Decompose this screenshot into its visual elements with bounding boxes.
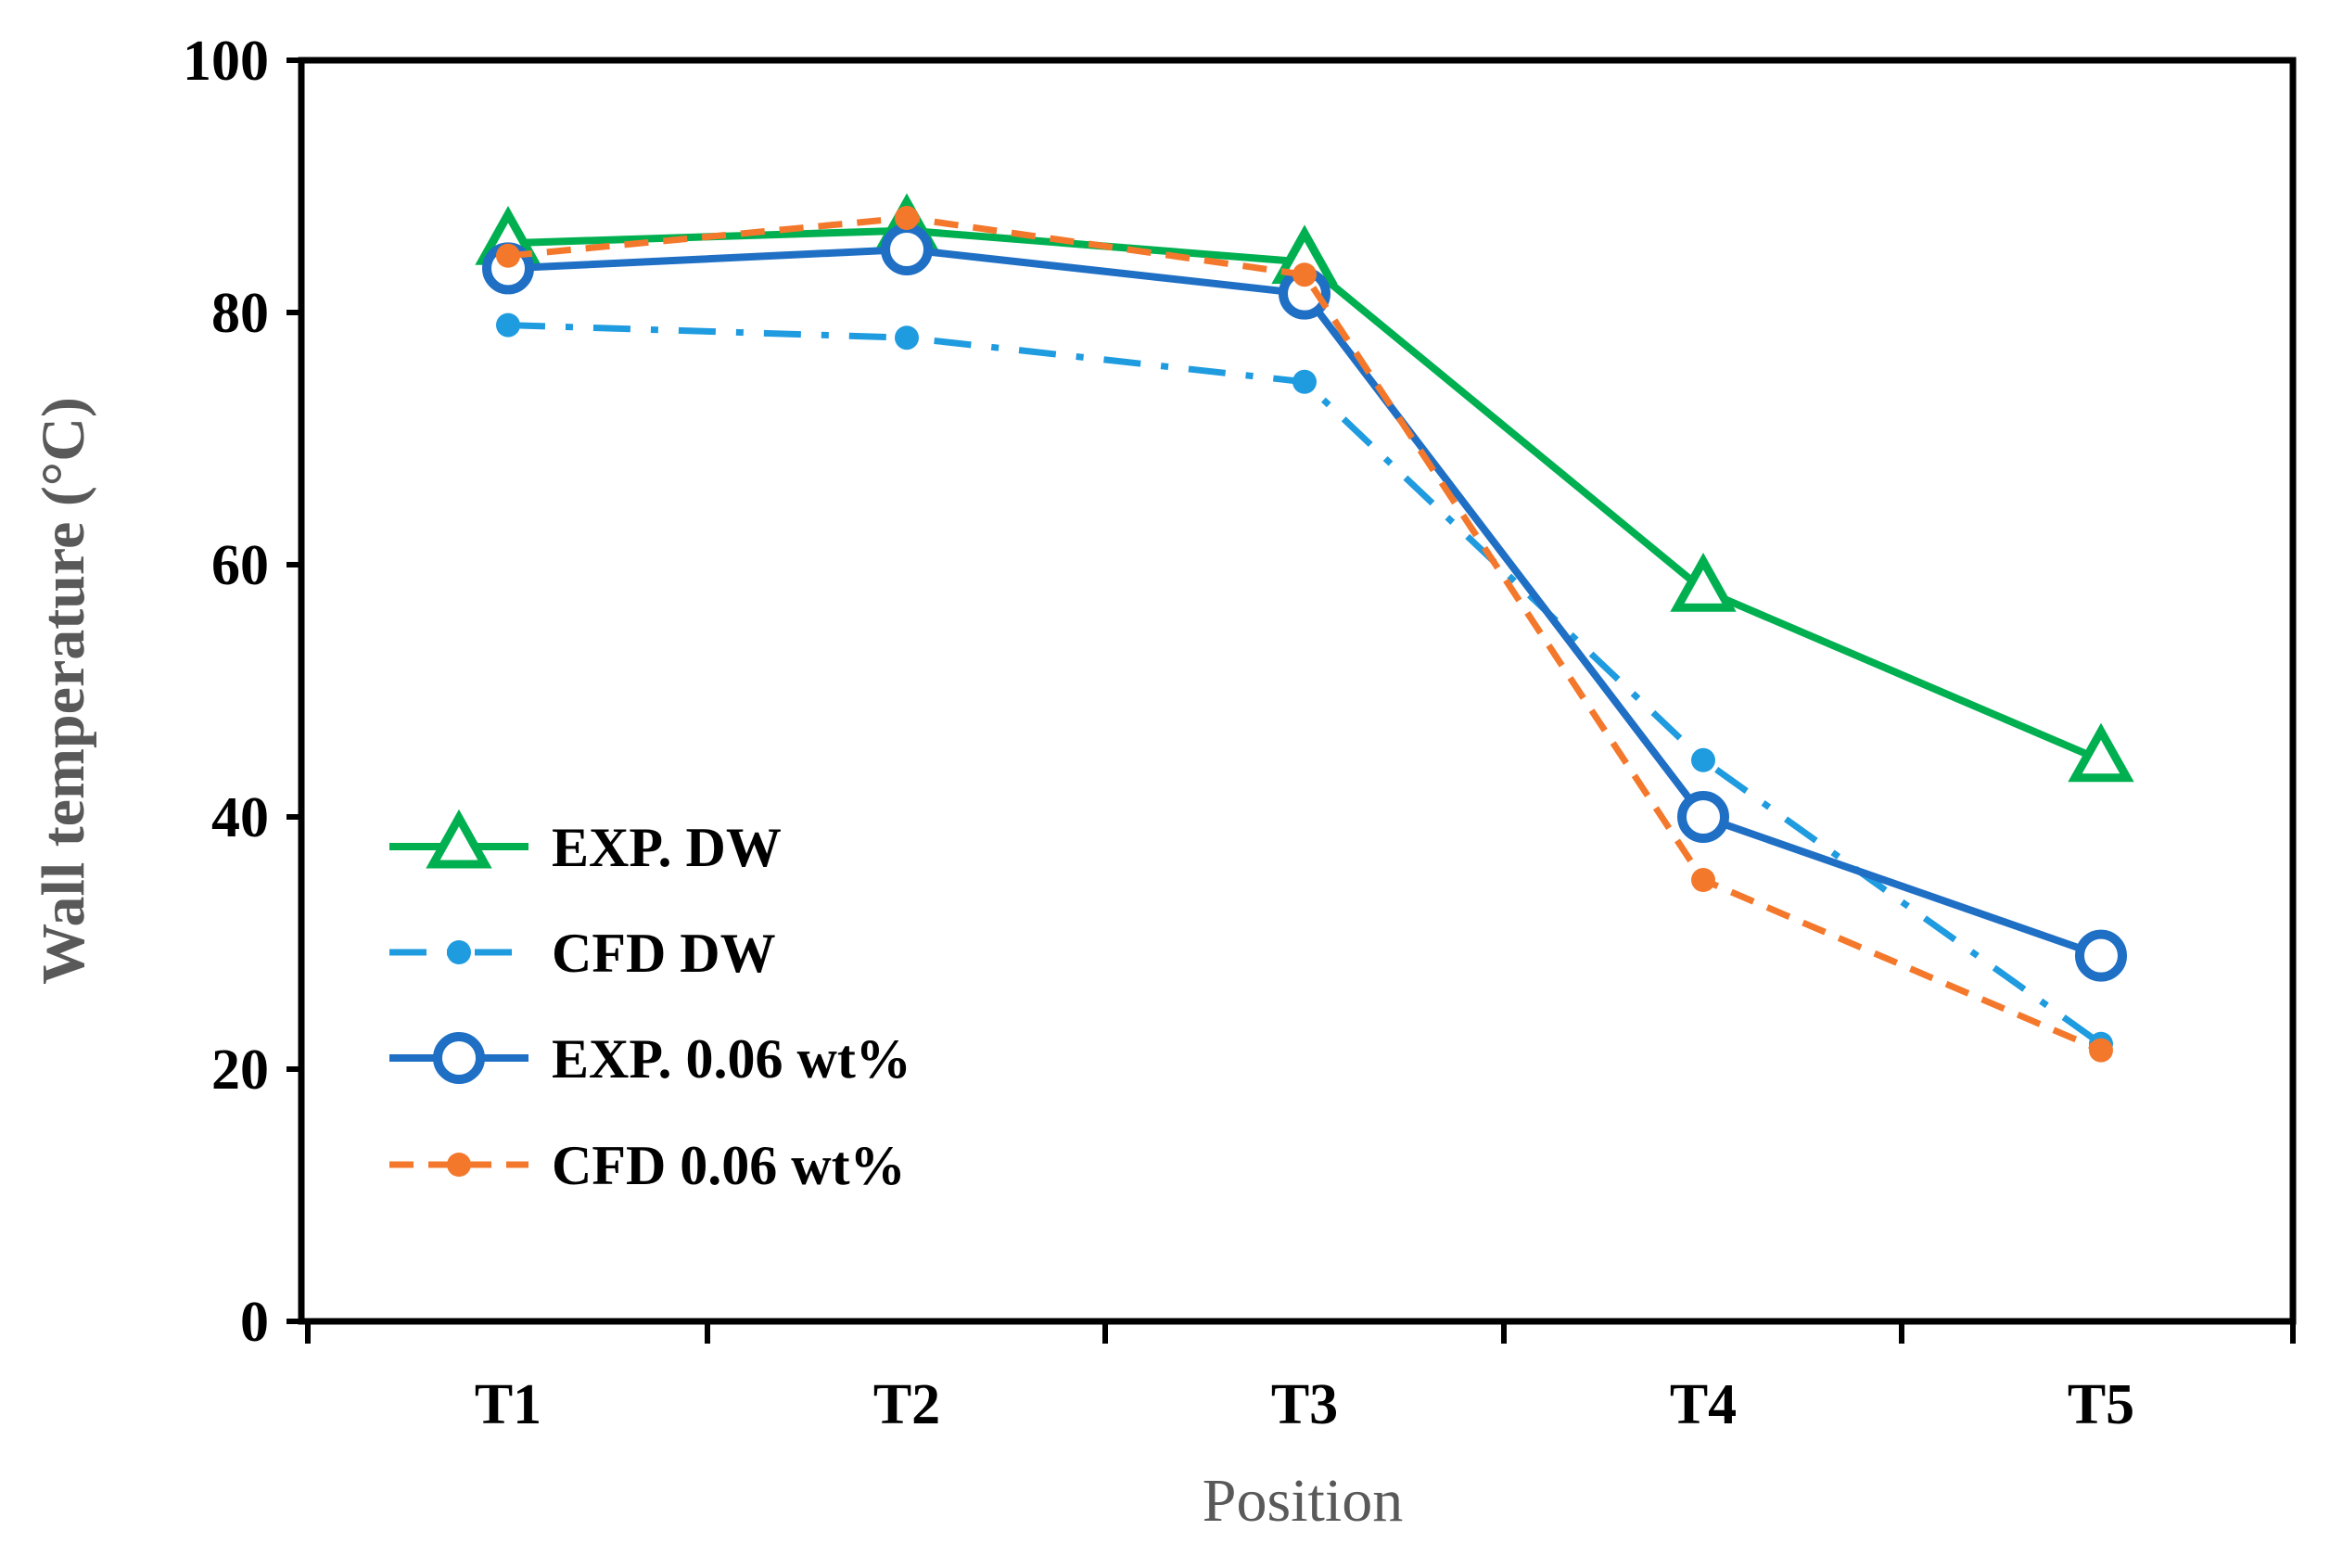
data-point-dot: [895, 206, 919, 230]
y-tick-label: 60: [211, 534, 269, 597]
legend-item: CFD 0.06 wt%: [389, 1135, 906, 1196]
legend: EXP. DW CFD DW EXP. 0.06 wt% CFD 0.06 wt%: [389, 809, 911, 1196]
y-axis: 0 20 40 60 80 100: [183, 30, 301, 1354]
y-tick-label: 100: [183, 30, 269, 93]
y-tick-label: 20: [211, 1039, 269, 1102]
data-point-dot: [447, 1153, 471, 1177]
x-axis: T1 T2 T3 T4 T5: [305, 1321, 2296, 1436]
legend-item: CFD DW: [389, 923, 776, 984]
data-point-dot: [496, 243, 520, 268]
data-point-dot: [895, 325, 919, 351]
legend-label: EXP. DW: [552, 817, 782, 878]
legend-label: CFD DW: [552, 923, 776, 984]
x-tick-label: T3: [1271, 1373, 1338, 1436]
data-point-dot: [1292, 262, 1317, 287]
legend-item: EXP. 0.06 wt%: [389, 1028, 911, 1090]
y-tick-label: 80: [211, 282, 269, 345]
legend-label: EXP. 0.06 wt%: [552, 1028, 911, 1090]
data-point-circle: [1677, 791, 1729, 843]
data-point-triangle: [2068, 722, 2134, 783]
series-exp-0-06-wt-: [482, 223, 2127, 982]
series-cfd-dw: [496, 312, 2113, 1056]
data-point-dot: [1691, 747, 1715, 772]
data-point-triangle: [1670, 552, 1737, 612]
x-tick-label: T4: [1670, 1373, 1737, 1436]
data-point-triangle: [426, 809, 492, 869]
data-point-circle: [2075, 929, 2127, 982]
data-point-dot: [496, 312, 520, 338]
y-tick-label: 40: [211, 786, 269, 849]
series-layer: [475, 193, 2134, 1063]
x-tick-label: T1: [475, 1373, 541, 1436]
data-point-circle: [433, 1032, 485, 1084]
series-cfd-0-06-wt-: [496, 206, 2113, 1063]
legend-item: EXP. DW: [389, 809, 782, 878]
x-axis-title: Position: [1203, 1467, 1403, 1535]
data-point-dot: [2089, 1038, 2113, 1063]
y-tick-label: 0: [240, 1291, 269, 1354]
data-point-dot: [447, 940, 471, 964]
y-axis-title: Wall temperature (°C): [30, 397, 97, 985]
x-tick-label: T2: [873, 1373, 940, 1436]
legend-label: CFD 0.06 wt%: [552, 1135, 906, 1196]
data-point-circle: [881, 223, 933, 275]
x-tick-label: T5: [2068, 1373, 2134, 1436]
data-point-dot: [1292, 369, 1317, 394]
data-point-dot: [1691, 868, 1715, 892]
